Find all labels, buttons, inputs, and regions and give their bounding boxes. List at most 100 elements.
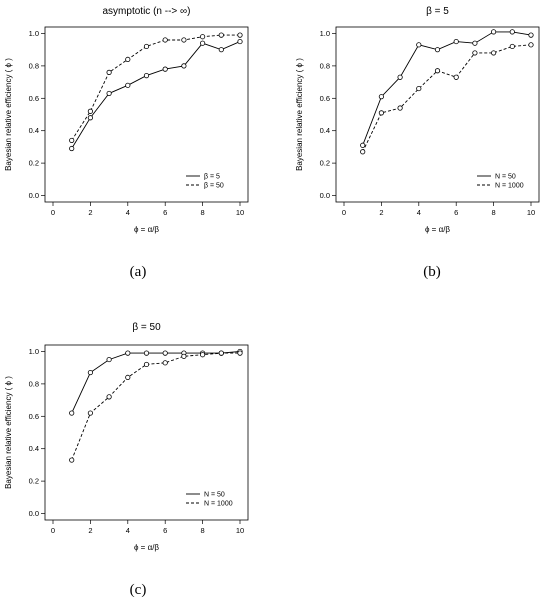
data-point — [162, 66, 168, 72]
data-point — [143, 43, 150, 50]
data-point — [125, 82, 131, 88]
x-tick-label: 10 — [236, 208, 244, 217]
data-point — [416, 42, 422, 48]
data-point — [528, 32, 534, 38]
data-point — [200, 34, 206, 40]
data-point — [69, 410, 75, 416]
data-point — [87, 108, 94, 114]
data-point — [237, 350, 243, 356]
series-line-1 — [71, 41, 241, 149]
y-tick-label: 1.0 — [29, 29, 39, 38]
y-tick-label: 0.0 — [29, 509, 39, 518]
panel-caption: (a) — [130, 264, 147, 280]
x-tick-label: 0 — [51, 208, 55, 217]
chart-title: β = 50 — [132, 322, 161, 333]
data-point — [472, 50, 478, 56]
x-tick-label: 0 — [51, 526, 55, 535]
legend-label: N = 1000 — [495, 183, 524, 190]
data-point — [378, 94, 384, 100]
legend-label: β = 50 — [204, 183, 224, 190]
y-tick-label: 0.2 — [320, 159, 330, 168]
x-axis-label: ϕ = α/β — [425, 225, 450, 234]
data-point — [200, 352, 206, 358]
y-tick-label: 0.2 — [29, 477, 39, 486]
x-tick-label: 8 — [201, 526, 205, 535]
x-tick-label: 10 — [527, 208, 535, 217]
data-point — [453, 38, 459, 45]
data-point — [143, 350, 150, 356]
y-tick-label: 0.8 — [29, 61, 39, 70]
y-axis-label: Bayesian relative efficiency ( ϕ ) — [4, 376, 13, 489]
x-tick-label: 0 — [342, 208, 346, 217]
data-point — [360, 149, 366, 155]
data-point — [509, 29, 515, 35]
data-point — [360, 142, 366, 148]
data-point — [434, 68, 441, 74]
data-point — [87, 410, 94, 416]
data-point — [490, 50, 497, 56]
legend-label: N = 50 — [204, 492, 225, 499]
series-line-1 — [362, 31, 532, 146]
y-tick-label: 0.4 — [29, 126, 39, 135]
data-point — [528, 42, 534, 48]
legend-label: β = 5 — [204, 174, 220, 181]
legend-label: N = 1000 — [204, 501, 233, 508]
chart-title: β = 5 — [426, 6, 449, 17]
data-point — [125, 350, 131, 356]
y-tick-label: 0.8 — [320, 61, 330, 70]
data-point — [218, 47, 224, 53]
x-tick-label: 6 — [163, 526, 167, 535]
y-tick-label: 1.0 — [29, 347, 39, 356]
data-point — [162, 350, 168, 356]
x-tick-label: 6 — [454, 208, 458, 217]
data-point — [69, 457, 75, 463]
data-point — [87, 369, 94, 376]
plot-frame — [44, 344, 249, 521]
x-tick-label: 8 — [492, 208, 496, 217]
data-point — [218, 350, 224, 356]
data-point — [472, 40, 478, 46]
chart-panel-1: asymptotic (n --> ∞) 0 2 4 6 8 10 0.0 0.2 0.4 0.6 0… — [4, 6, 249, 280]
x-axis-label: ϕ = α/β — [134, 543, 159, 552]
x-tick-label: 10 — [236, 526, 244, 535]
data-point — [378, 110, 384, 116]
x-tick-label: 4 — [417, 208, 421, 217]
y-tick-label: 0.4 — [29, 444, 39, 453]
x-tick-label: 4 — [126, 208, 130, 217]
y-tick-label: 0.6 — [320, 94, 330, 103]
panel-caption: (c) — [130, 582, 147, 598]
data-point — [434, 47, 441, 53]
x-axis-label: ϕ = α/β — [134, 225, 159, 234]
data-point — [106, 356, 112, 363]
data-point — [181, 353, 187, 359]
data-point — [69, 145, 75, 152]
x-tick-label: 2 — [88, 526, 92, 535]
data-point — [106, 394, 112, 400]
data-point — [397, 74, 403, 80]
data-point — [237, 32, 243, 38]
data-point — [218, 32, 224, 38]
data-point — [453, 74, 459, 80]
plot-frame — [44, 26, 249, 203]
y-tick-label: 0.6 — [29, 412, 39, 421]
legend-label: N = 50 — [495, 174, 516, 181]
y-tick-label: 0.8 — [29, 379, 39, 388]
data-point — [416, 85, 422, 92]
x-tick-label: 6 — [163, 208, 167, 217]
y-tick-label: 0.4 — [320, 126, 330, 135]
data-point — [125, 56, 131, 63]
data-point — [162, 37, 168, 43]
y-axis-label: Bayesian relative efficiency ( ϕ ) — [4, 58, 13, 171]
data-point — [237, 38, 243, 45]
y-tick-label: 0.0 — [320, 191, 330, 200]
x-tick-label: 2 — [88, 208, 92, 217]
data-point — [143, 361, 150, 368]
panel-caption: (b) — [423, 264, 441, 280]
x-tick-label: 8 — [201, 208, 205, 217]
x-tick-label: 2 — [379, 208, 383, 217]
data-point — [125, 374, 131, 381]
data-point — [509, 43, 515, 50]
data-point — [200, 40, 206, 46]
chart-title: asymptotic (n --> ∞) — [103, 6, 191, 17]
